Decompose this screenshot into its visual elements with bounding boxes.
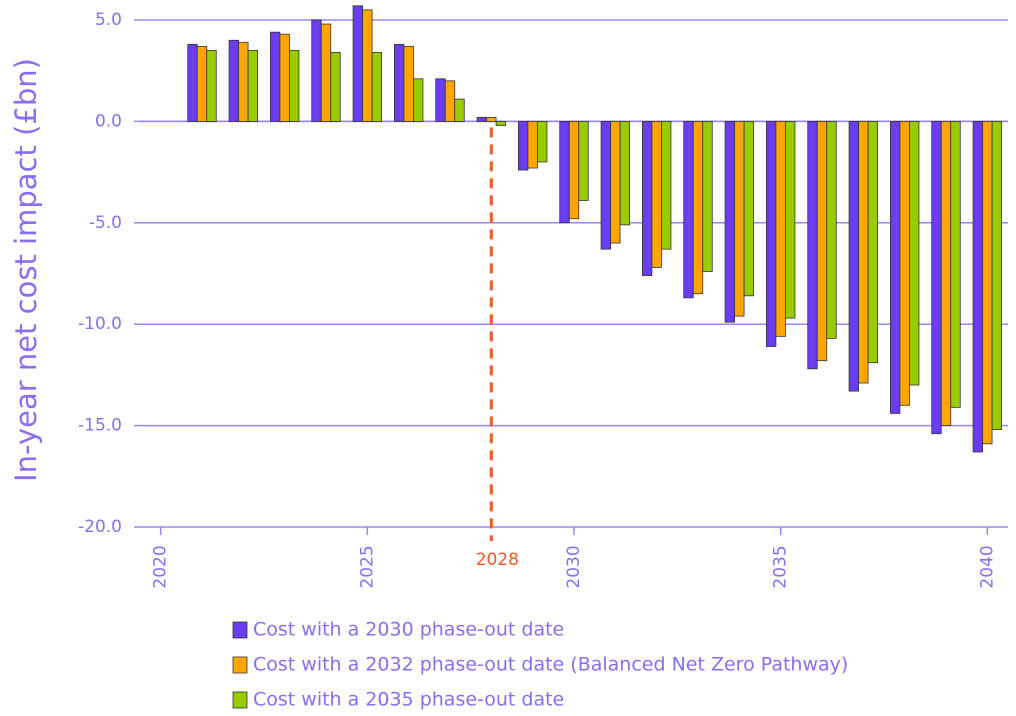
bar [826, 121, 837, 339]
bar [413, 78, 424, 122]
bar [352, 5, 363, 122]
x-tick-label: 2025 [357, 545, 377, 588]
bar [642, 121, 653, 276]
bar [775, 121, 786, 337]
bar [206, 50, 217, 122]
bar [289, 50, 300, 122]
bar [196, 45, 208, 122]
y-tick-label: -15.0 [78, 416, 122, 436]
bar [982, 121, 993, 445]
bar [702, 121, 713, 272]
bar [931, 121, 942, 435]
bar [600, 121, 611, 250]
bar [320, 23, 332, 122]
bar [527, 121, 538, 169]
bar [610, 121, 621, 244]
bar [816, 121, 828, 362]
bar [228, 39, 239, 122]
bar [766, 121, 777, 347]
bar [435, 78, 446, 122]
bar [661, 121, 672, 250]
bar [537, 121, 548, 163]
y-tick-label: 5.0 [95, 10, 122, 30]
x-tick-label: 2030 [564, 545, 584, 588]
bar [972, 121, 983, 453]
bar [848, 121, 859, 392]
y-tick-label: -5.0 [89, 213, 122, 233]
bar [890, 121, 901, 414]
bar [991, 121, 1002, 431]
bar [247, 50, 258, 122]
bar [495, 121, 506, 126]
annotation-label: 2028 [476, 550, 519, 570]
bar [476, 116, 487, 122]
y-tick-label: 0.0 [95, 111, 122, 131]
bar [807, 121, 818, 370]
y-axis-label: In-year net cost impact (£bn) [9, 58, 43, 482]
bar [371, 52, 382, 122]
bar [651, 121, 662, 268]
x-tick-label: 2035 [771, 545, 791, 588]
bar [692, 121, 704, 295]
y-tick-label: -20.0 [78, 517, 122, 537]
bar [362, 9, 373, 122]
bar [734, 121, 745, 317]
bar [270, 31, 281, 122]
bar [743, 121, 754, 297]
bar [858, 121, 869, 384]
bar [518, 121, 529, 171]
bar [899, 121, 910, 406]
y-tick-label: -10.0 [78, 314, 122, 334]
bar [559, 121, 570, 224]
bar [311, 19, 322, 122]
bar [950, 121, 961, 408]
x-tick-label: 2040 [977, 545, 997, 588]
bar [724, 121, 735, 323]
bar [444, 80, 456, 122]
bar [785, 121, 796, 319]
bar [867, 121, 878, 364]
bar [578, 121, 589, 201]
bar [454, 98, 465, 122]
bar [486, 116, 497, 122]
bar [187, 43, 198, 122]
legend-swatch [232, 691, 248, 709]
bar [568, 121, 580, 220]
legend-swatch [232, 656, 248, 674]
legend-label: Cost with a 2030 phase-out date [253, 619, 564, 641]
legend-label: Cost with a 2035 phase-out date [253, 689, 564, 711]
bar [394, 43, 405, 122]
x-tick-label: 2020 [151, 545, 171, 588]
bar [238, 41, 249, 122]
bar [279, 33, 290, 122]
legend-swatch [232, 621, 248, 639]
bar [683, 121, 694, 299]
bar [403, 45, 414, 122]
bar [940, 121, 952, 427]
bar [909, 121, 920, 386]
bar [619, 121, 630, 226]
bar [330, 52, 341, 122]
legend-label: Cost with a 2032 phase-out date (Balance… [253, 654, 848, 676]
